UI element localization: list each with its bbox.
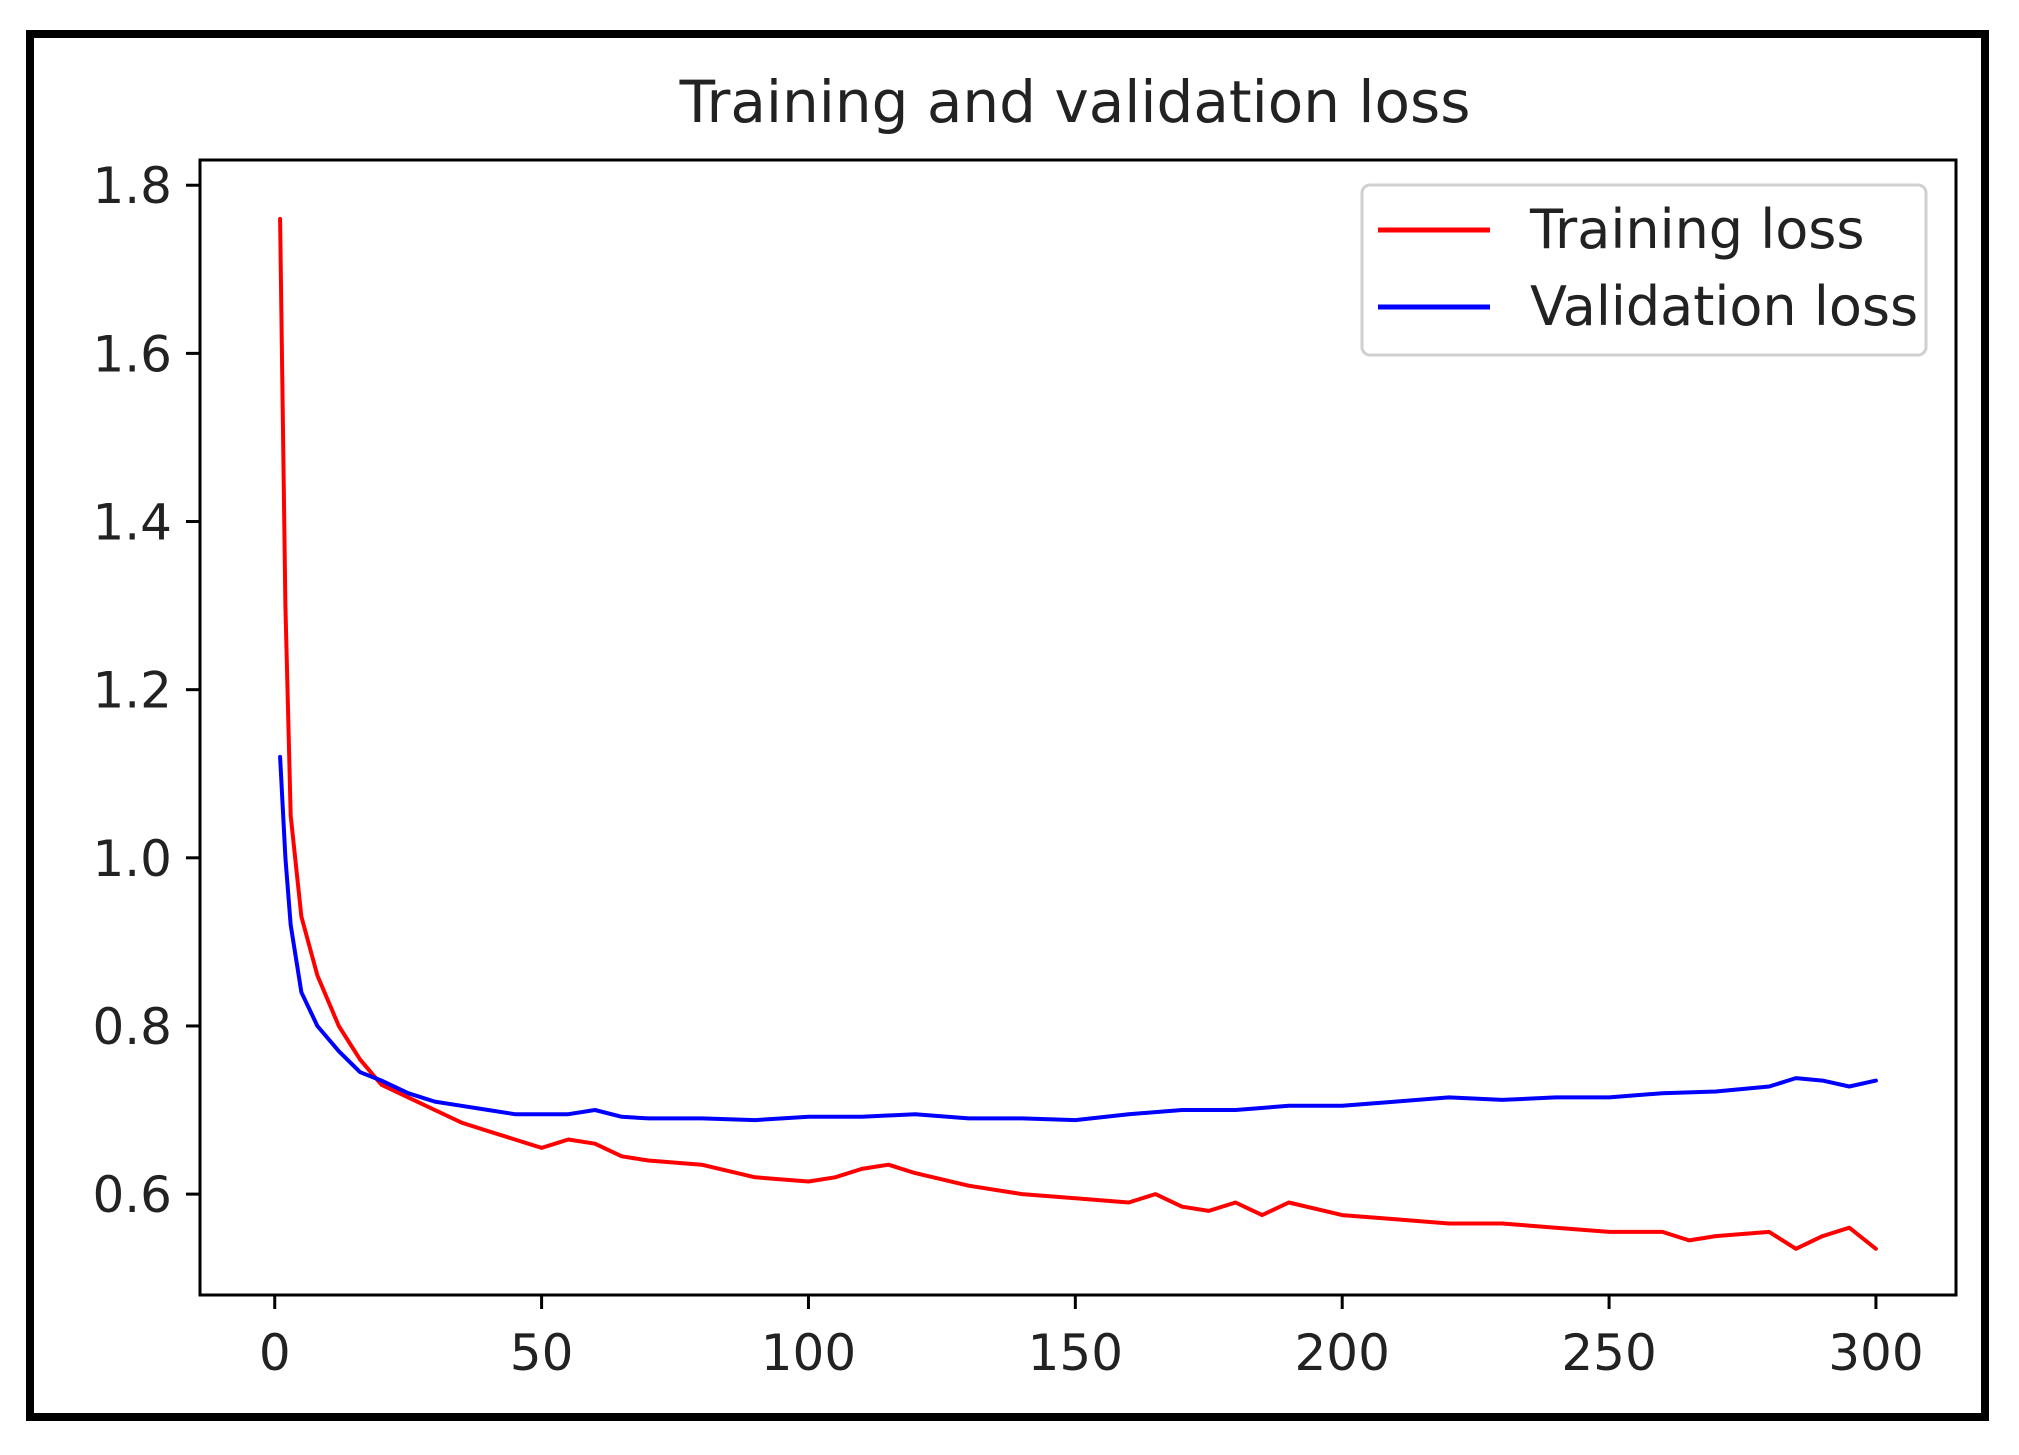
y-tick-label: 1.6 [92, 325, 172, 383]
plot-area [198, 158, 1958, 1297]
x-tick-label: 50 [510, 1324, 574, 1382]
x-axis: 0 50 100 150 200 250 300 [259, 1295, 1924, 1382]
x-tick-label: 0 [259, 1324, 291, 1382]
y-tick-label: 0.6 [92, 1166, 172, 1224]
chart-title: Training and validation loss [679, 68, 1471, 136]
y-tick-label: 1.4 [92, 494, 172, 552]
x-tick-label: 100 [761, 1324, 856, 1382]
y-tick-label: 0.8 [92, 998, 172, 1056]
legend-label-validation: Validation loss [1530, 275, 1918, 338]
training-loss-line [278, 216, 1878, 1251]
legend-box [1360, 183, 1928, 357]
y-tick-label: 1.2 [92, 662, 172, 720]
y-axis: 0.6 0.8 1.0 1.2 1.4 1.6 1.8 [92, 157, 200, 1224]
legend: Training loss Validation loss [1360, 183, 1928, 357]
y-tick-label: 1.8 [92, 157, 172, 215]
x-tick-label: 250 [1561, 1324, 1656, 1382]
series-lines [278, 216, 1878, 1251]
validation-loss-line [278, 754, 1878, 1123]
y-tick-label: 1.0 [92, 830, 172, 888]
x-tick-label: 300 [1828, 1324, 1923, 1382]
x-tick-label: 200 [1294, 1324, 1389, 1382]
x-tick-label: 150 [1028, 1324, 1123, 1382]
legend-label-training: Training loss [1529, 198, 1865, 261]
